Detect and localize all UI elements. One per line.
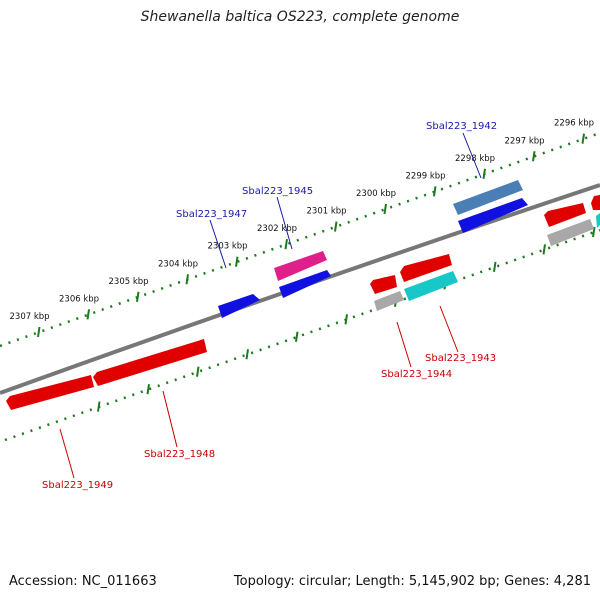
kbp-tick-label-2306: 2306 kbp xyxy=(59,294,99,304)
gene-arrow-gray-1[interactable] xyxy=(547,219,594,246)
kbp-tick-2305 xyxy=(136,291,140,302)
kbp-tick-2298 xyxy=(482,168,486,179)
kbp-tick-2306 xyxy=(86,309,90,320)
gene-arrow-1942[interactable] xyxy=(453,180,523,215)
inner-tick-track xyxy=(4,228,600,442)
inner-tick-2306 xyxy=(146,384,150,395)
gene-label-layer: Sbal223_1942 Sbal223_1945 Sbal223_1947 S… xyxy=(42,121,497,491)
kbp-tick-label-2297: 2297 kbp xyxy=(505,136,545,146)
kbp-tick-label-2300: 2300 kbp xyxy=(356,189,396,199)
inner-tick-2302 xyxy=(344,314,348,325)
gene-arrow-1943[interactable] xyxy=(400,254,452,282)
gene-label-1944: Sbal223_1944 xyxy=(381,369,452,380)
kbp-tick-2304 xyxy=(185,274,189,285)
inner-tick-2305 xyxy=(196,366,200,377)
genome-summary-text: Topology: circular; Length: 5,145,902 bp… xyxy=(233,574,591,589)
accession-text: Accession: NC_011663 xyxy=(9,574,157,589)
gene-arrow-1947[interactable] xyxy=(218,294,260,318)
gene-arrow-1941[interactable] xyxy=(458,198,528,233)
kbp-tick-label-2302: 2302 kbp xyxy=(257,224,297,234)
gene-arrow-1945[interactable] xyxy=(274,251,327,281)
gene-arrow-1940[interactable] xyxy=(544,203,586,227)
kbp-tick-label-2298: 2298 kbp xyxy=(455,154,495,164)
reverse-genes xyxy=(6,195,600,410)
gene-arrow-1949[interactable] xyxy=(6,375,94,410)
gene-label-1943: Sbal223_1943 xyxy=(425,353,496,364)
kbp-tick-2301 xyxy=(334,221,338,232)
kbp-tick-label-2304: 2304 kbp xyxy=(158,259,198,269)
kbp-tick-2302 xyxy=(284,238,288,250)
kbp-tick-label-2301: 2301 kbp xyxy=(307,207,347,217)
gene-arrow-1943b[interactable] xyxy=(404,271,458,301)
inner-tick-2299 xyxy=(493,261,497,273)
gene-label-1945: Sbal223_1945 xyxy=(242,186,313,197)
kbp-tick-label-2305: 2305 kbp xyxy=(109,277,149,287)
inner-tick-2303 xyxy=(295,331,299,342)
inner-tick-2304 xyxy=(245,349,249,360)
kbp-tick-label-2303: 2303 kbp xyxy=(208,242,248,252)
gene-arrow-1944[interactable] xyxy=(370,275,397,294)
gene-label-1942: Sbal223_1942 xyxy=(426,121,497,132)
kbp-tick-2297 xyxy=(532,151,536,162)
kbp-tick-label-2307: 2307 kbp xyxy=(10,312,50,322)
gene-arrow-1939[interactable] xyxy=(596,213,600,228)
gene-label-1949: Sbal223_1949 xyxy=(42,480,113,491)
kbp-tick-2300 xyxy=(383,203,387,215)
map-title: Shewanella baltica OS223, complete genom… xyxy=(140,9,460,25)
gene-arrow-gray-2[interactable] xyxy=(374,291,404,311)
kbp-tick-2296 xyxy=(581,133,585,144)
outer-tick-track xyxy=(0,131,600,348)
inner-tick-2298 xyxy=(542,244,546,255)
gene-label-1948: Sbal223_1948 xyxy=(144,449,215,460)
kbp-tick-2307 xyxy=(37,326,41,338)
gene-arrow-1946[interactable] xyxy=(279,270,331,298)
kbp-ticks: 2296 kbp 2297 kbp 2298 kbp 2299 kbp 2300 kbp… xyxy=(10,119,596,412)
gene-arrow-1938[interactable] xyxy=(591,195,600,210)
gene-arrow-1948[interactable] xyxy=(93,339,207,386)
inner-tick-2297 xyxy=(592,226,596,238)
inner-tick-2307 xyxy=(97,401,101,412)
kbp-tick-label-2296: 2296 kbp xyxy=(554,119,594,129)
kbp-tick-2303 xyxy=(235,256,239,267)
kbp-tick-label-2299: 2299 kbp xyxy=(406,171,446,181)
forward-genes xyxy=(218,180,528,318)
kbp-tick-2299 xyxy=(433,186,437,197)
gene-label-1947: Sbal223_1947 xyxy=(176,209,247,220)
